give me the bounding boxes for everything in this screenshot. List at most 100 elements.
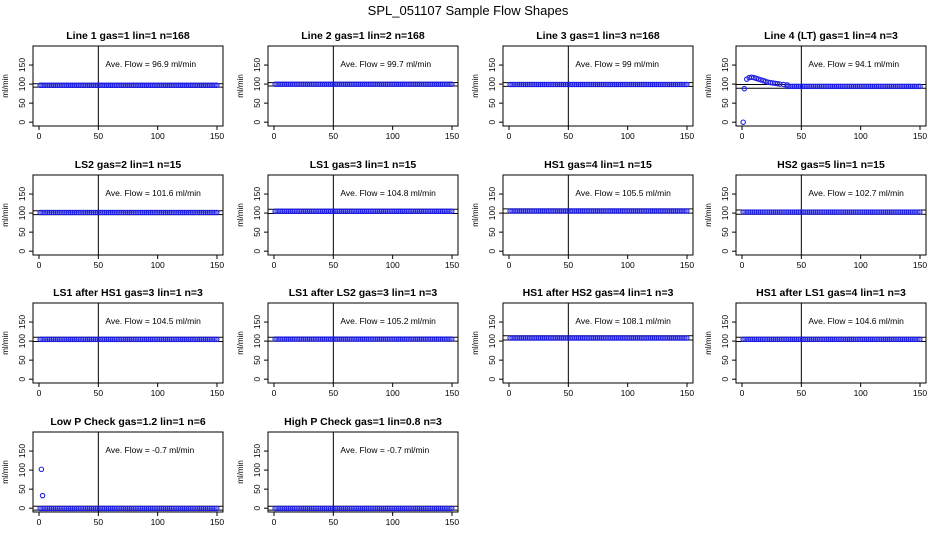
data-point [333, 336, 339, 342]
data-point [543, 335, 550, 341]
data-point [638, 81, 644, 88]
data-point [354, 208, 360, 215]
data-point [117, 336, 123, 343]
data-point [84, 209, 91, 216]
data-point [659, 208, 665, 214]
data-point [295, 505, 301, 512]
data-point [181, 209, 188, 216]
data-point [193, 505, 199, 512]
data-point [179, 336, 186, 343]
data-point [56, 82, 62, 89]
data-point [172, 82, 178, 89]
data-point [666, 335, 673, 341]
data-point [674, 81, 681, 88]
data-point [321, 208, 328, 215]
data-point [793, 83, 800, 90]
data-point [96, 82, 102, 89]
data-point [336, 505, 343, 512]
data-point [445, 208, 451, 215]
data-point [663, 335, 669, 341]
data-point [323, 208, 330, 215]
data-point [903, 336, 910, 343]
data-point [526, 335, 532, 341]
data-point [210, 82, 216, 89]
data-point [158, 336, 165, 343]
data-point [151, 209, 157, 216]
data-point [405, 336, 411, 342]
data-point [535, 208, 542, 214]
data-point [380, 336, 387, 342]
data-point [164, 209, 171, 216]
data-point [193, 209, 199, 216]
data-point [757, 209, 764, 215]
data-point [621, 81, 627, 88]
data-point [581, 81, 587, 88]
data-point [119, 82, 125, 89]
x-tick-label: 100 [151, 131, 165, 141]
plot-frame [735, 45, 927, 127]
data-point [649, 335, 656, 341]
data-point [105, 82, 112, 89]
data-point [153, 505, 159, 512]
data-point [646, 208, 652, 214]
data-point [534, 208, 540, 214]
data-point [816, 209, 822, 215]
data-point [198, 209, 205, 216]
data-point [445, 336, 451, 342]
data-point [67, 505, 74, 512]
data-point [837, 336, 843, 343]
data-point [120, 209, 127, 216]
data-point [308, 505, 315, 512]
data-point [300, 208, 307, 215]
y-tick-label: 0 [252, 377, 262, 382]
x-tick-label: 50 [797, 131, 807, 141]
data-point [79, 209, 85, 216]
data-point [316, 208, 322, 215]
data-point [608, 208, 614, 214]
x-tick-label: 50 [94, 260, 104, 270]
data-point [388, 208, 394, 215]
data-point [437, 505, 444, 512]
data-point [600, 335, 606, 341]
data-point [748, 336, 754, 343]
data-point [837, 209, 843, 215]
data-point [682, 335, 688, 341]
data-point [913, 83, 919, 90]
data-point [915, 209, 921, 215]
flow-series [272, 81, 455, 87]
data-point [564, 81, 570, 88]
data-point [589, 81, 595, 88]
data-point [825, 209, 832, 215]
data-point [630, 81, 637, 88]
data-point [297, 505, 303, 512]
panel-title: LS2 gas=2 lin=1 n=15 [75, 159, 182, 171]
data-point [281, 81, 288, 87]
data-point [778, 209, 784, 215]
panel-title: LS1 after HS1 gas=3 lin=1 n=3 [53, 287, 203, 299]
data-point [359, 208, 366, 215]
data-point [804, 209, 811, 215]
data-point [113, 82, 119, 89]
data-point [115, 209, 121, 216]
x-tick-label: 150 [680, 260, 694, 270]
data-point [676, 335, 682, 341]
data-point [894, 209, 900, 215]
data-point [439, 81, 446, 87]
data-point [780, 81, 787, 88]
data-point [816, 83, 823, 90]
data-point [590, 81, 597, 88]
data-point [560, 335, 567, 341]
data-point [437, 81, 444, 87]
data-point [621, 335, 627, 341]
data-point [744, 209, 750, 215]
chart-panel: Line 2 gas=1 lin=2 n=168 ml/min 0 50 100 150 0… [236, 30, 459, 141]
data-point [285, 81, 292, 87]
data-point [445, 505, 451, 512]
data-point [302, 208, 309, 215]
data-point [136, 209, 142, 216]
data-point [181, 82, 188, 89]
data-point [54, 505, 61, 512]
data-point [177, 209, 184, 216]
data-point [566, 208, 572, 214]
data-point [810, 83, 817, 90]
